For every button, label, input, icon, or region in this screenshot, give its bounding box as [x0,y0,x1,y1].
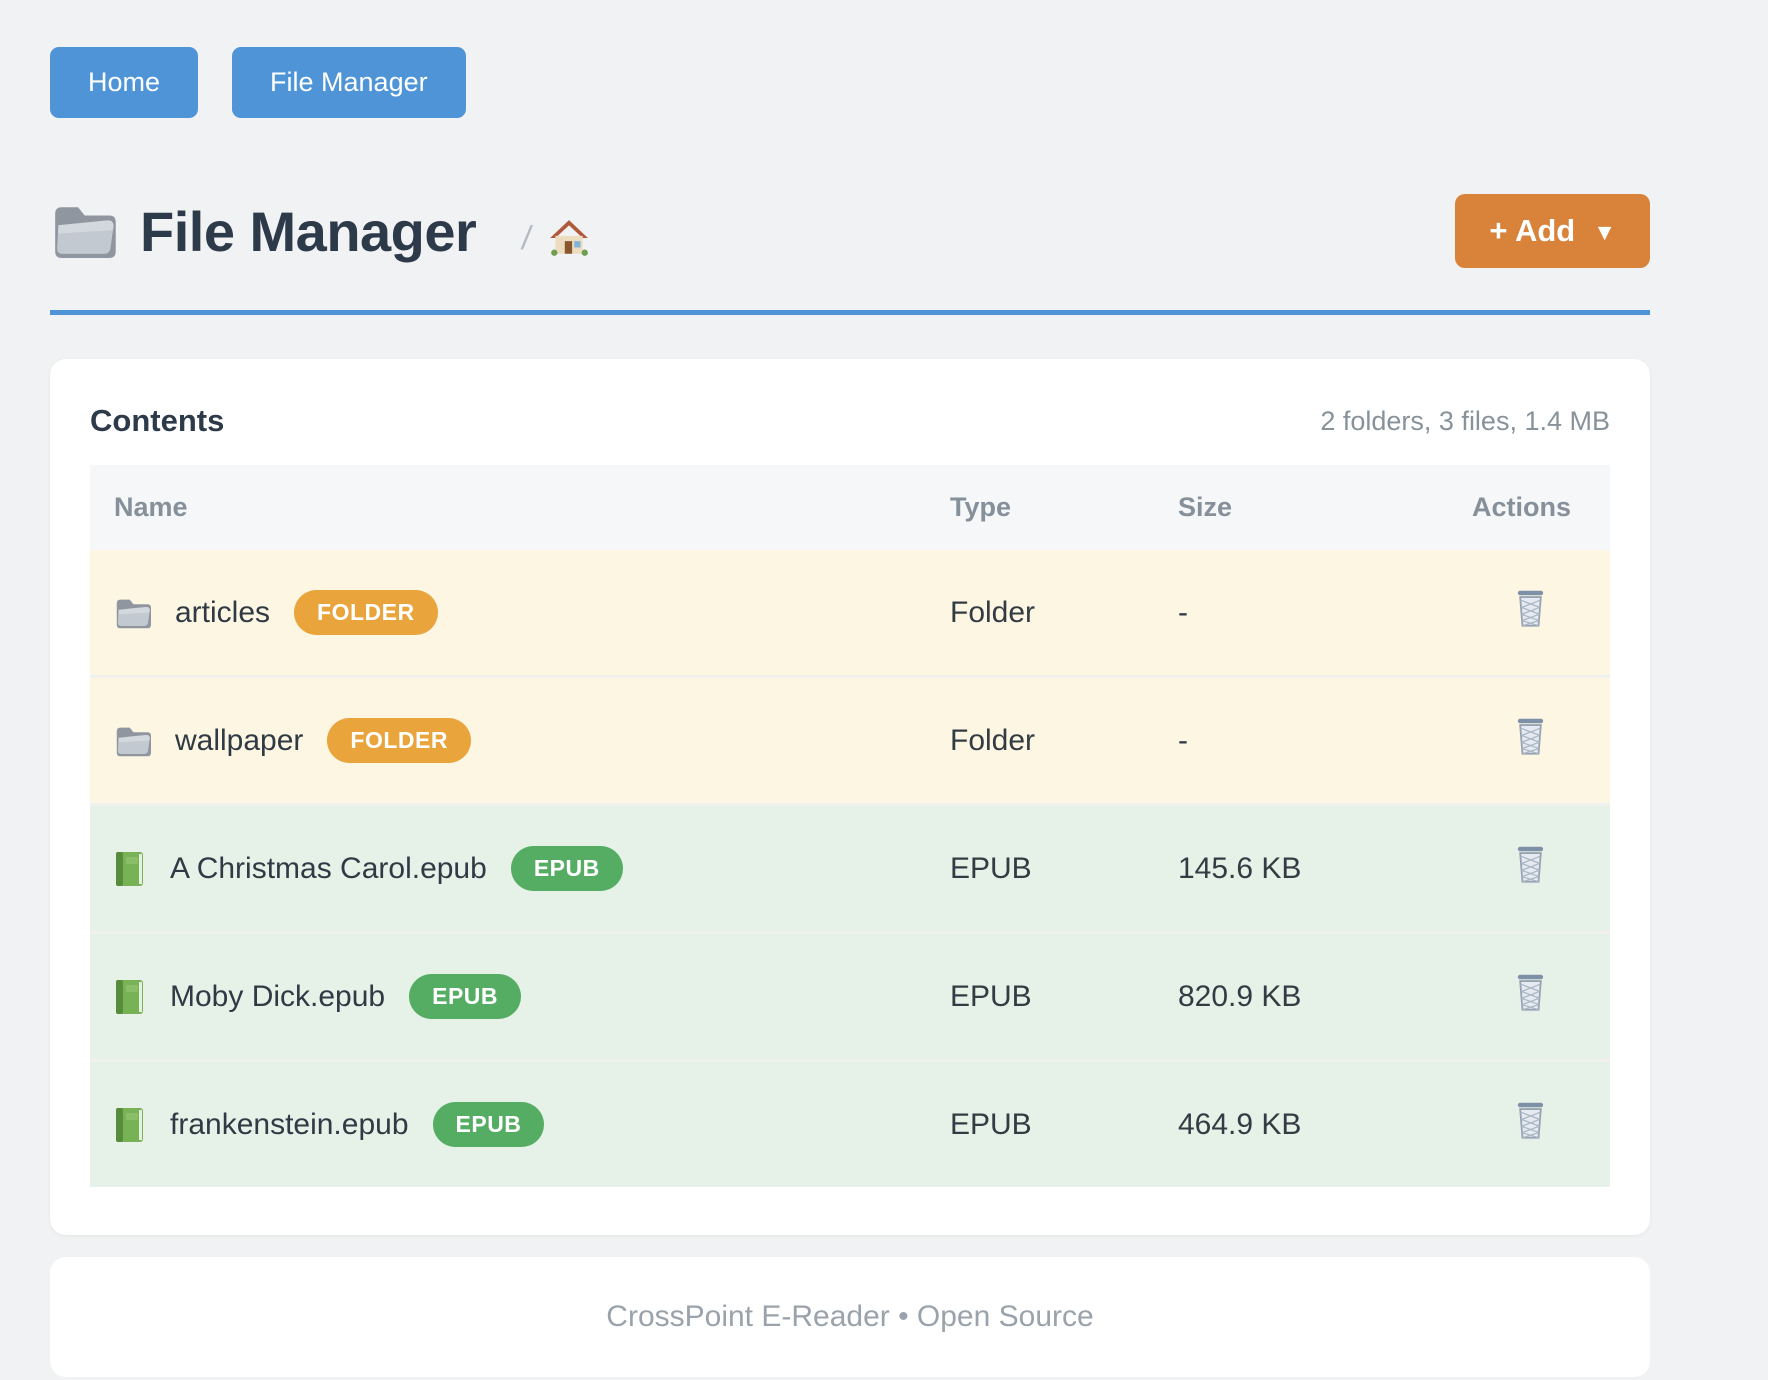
row-type: EPUB [926,803,1154,933]
breadcrumb: / [519,204,590,258]
table-row: wallpaper FOLDER Folder - [90,675,1610,805]
row-name[interactable]: frankenstein.epub [170,1107,409,1141]
trash-icon [1514,589,1547,628]
delete-button[interactable] [1514,1101,1547,1140]
card-title: Contents [90,403,225,438]
accent-divider [50,310,1650,315]
delete-button[interactable] [1514,589,1547,628]
row-type: EPUB [926,1059,1154,1187]
table-row: articles FOLDER Folder - [90,550,1610,677]
nav-home-button[interactable]: Home [50,47,199,118]
add-button[interactable]: + Add ▼ [1455,194,1650,268]
green-book-icon [114,1107,146,1143]
row-size: 464.9 KB [1154,1059,1458,1187]
type-badge: FOLDER [294,590,438,635]
column-header-name: Name [90,465,926,550]
row-name[interactable]: Moby Dick.epub [170,979,386,1013]
row-type: Folder [926,675,1154,805]
table-row: frankenstein.epub EPUB EPUB 464.9 KB [90,1059,1610,1187]
table-row: A Christmas Carol.epub EPUB EPUB 145.6 K… [90,803,1610,933]
chevron-down-icon: ▼ [1593,219,1616,245]
table-row: Moby Dick.epub EPUB EPUB 820.9 KB [90,931,1610,1061]
row-type: Folder [950,595,1036,629]
type-badge: EPUB [432,1102,545,1147]
contents-summary: 2 folders, 3 files, 1.4 MB [1320,405,1610,436]
folder-icon [114,725,151,757]
page-title: File Manager [140,199,477,263]
trash-icon [1514,845,1547,884]
folder-icon [50,204,116,258]
green-book-icon [114,979,146,1015]
breadcrumb-separator: / [519,219,535,256]
type-badge: EPUB [409,974,522,1019]
row-size: - [1154,675,1458,805]
row-size: 145.6 KB [1154,803,1458,933]
green-book-icon [114,851,146,887]
page-header: File Manager / + Add ▼ [50,194,1650,268]
type-badge: EPUB [510,846,623,891]
folder-icon [114,597,151,629]
trash-icon [1514,1101,1547,1140]
row-size: - [1178,595,1188,629]
trash-icon [1514,717,1547,756]
row-name[interactable]: wallpaper [175,723,304,757]
column-header-actions: Actions [1458,465,1610,550]
column-header-size: Size [1154,465,1458,550]
table-header-row: Name Type Size Actions [90,465,1610,550]
row-name[interactable]: articles [175,595,271,629]
nav-file-manager-button[interactable]: File Manager [232,47,466,118]
row-name[interactable]: A Christmas Carol.epub [170,851,487,885]
delete-button[interactable] [1514,717,1547,756]
house-icon[interactable] [548,218,590,258]
delete-button[interactable] [1514,973,1547,1012]
file-table: Name Type Size Actions articles FOLDER F… [90,465,1610,1187]
row-size: 820.9 KB [1154,931,1458,1061]
footer-text: CrossPoint E-Reader • Open Source [606,1300,1094,1333]
table-body: articles FOLDER Folder - wallpaper FOLDE… [90,550,1610,1187]
contents-card: Contents 2 folders, 3 files, 1.4 MB Name… [50,359,1650,1235]
add-button-label: + Add [1489,213,1576,248]
top-nav: Home File Manager [50,47,1650,118]
row-type: EPUB [926,931,1154,1061]
footer: CrossPoint E-Reader • Open Source [50,1257,1650,1377]
type-badge: FOLDER [327,718,471,763]
column-header-type: Type [926,465,1154,550]
delete-button[interactable] [1514,845,1547,884]
trash-icon [1514,973,1547,1012]
